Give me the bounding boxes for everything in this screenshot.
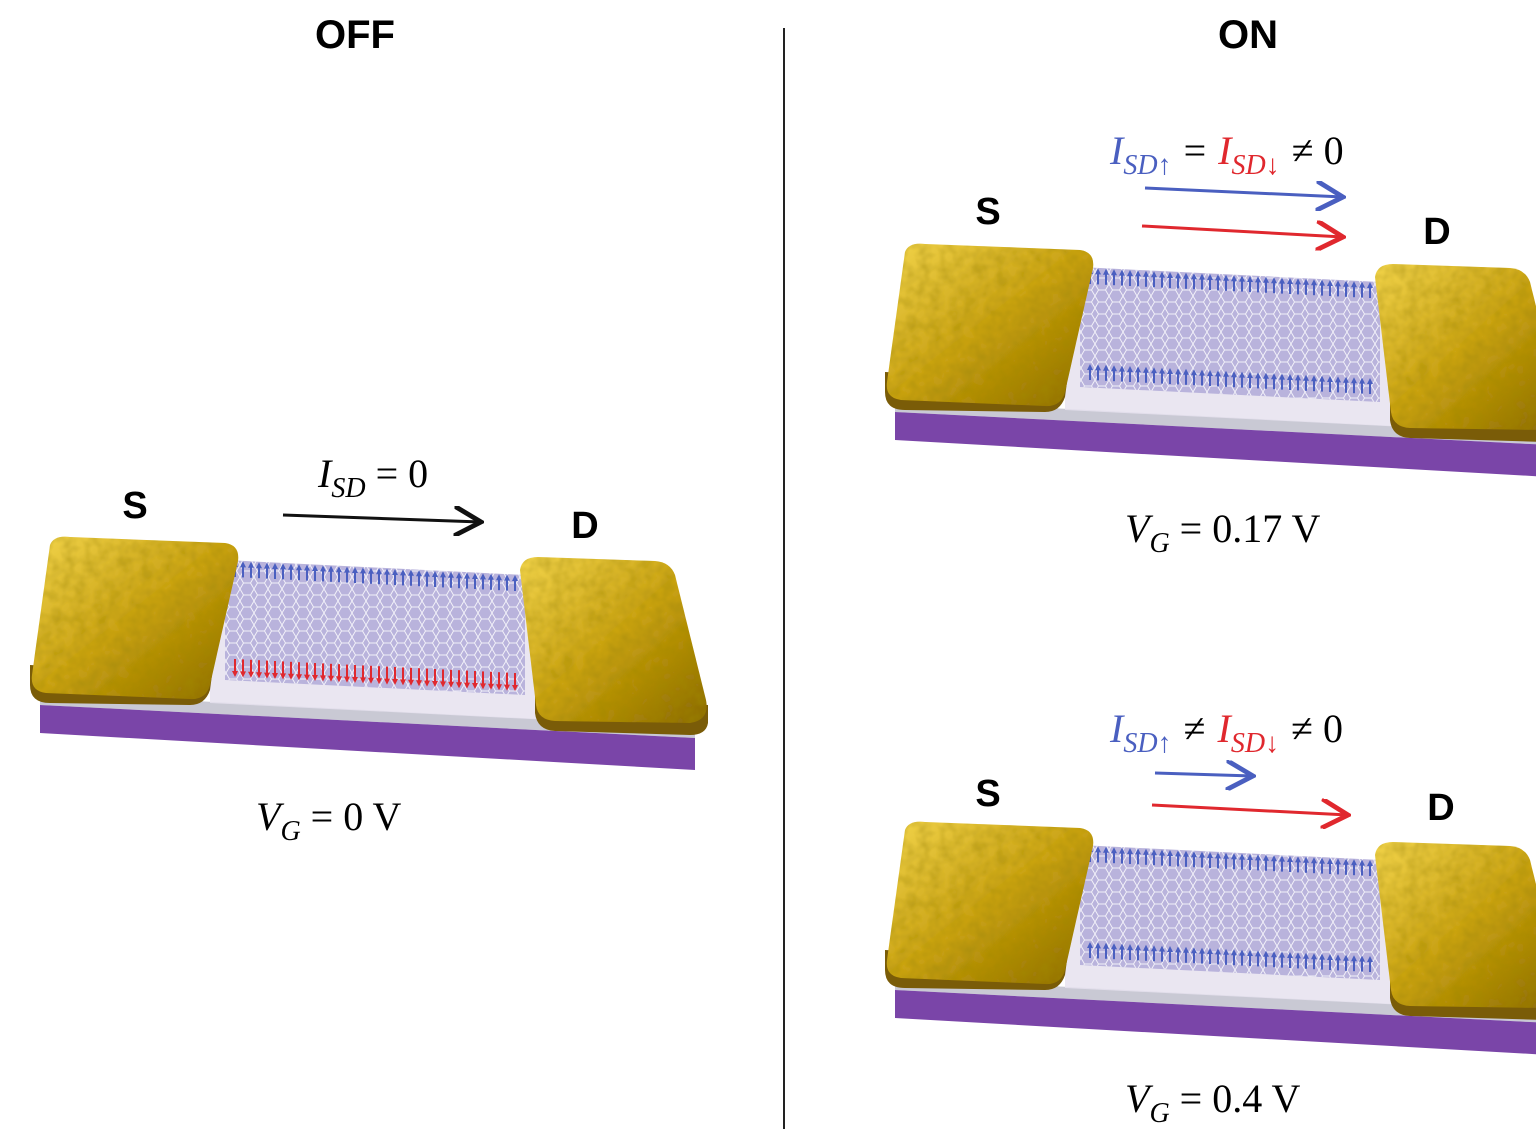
spin-down-arrow — [1142, 226, 1343, 237]
source-label: S — [122, 485, 147, 527]
device — [30, 537, 708, 770]
device — [885, 244, 1536, 477]
gate-equation: VG= 0 V — [256, 794, 402, 847]
current-equation: ISD↑=ISD↓≠ 0 — [1109, 128, 1344, 181]
drain-label: D — [1427, 787, 1454, 829]
off-title: OFF — [315, 13, 395, 57]
drain-pad — [1375, 264, 1536, 430]
source-pad — [32, 537, 238, 699]
relation: = 0.4 V — [1180, 1076, 1301, 1121]
subscript: G — [280, 816, 300, 847]
subscript: SD↑ — [1123, 150, 1171, 181]
source-pad — [887, 822, 1093, 984]
source-label: S — [975, 773, 1000, 815]
relation: = 0.17 V — [1180, 506, 1321, 551]
relation: = 0 V — [311, 794, 402, 839]
current-equation: ISD= 0 — [317, 451, 428, 504]
spin-up-arrow — [1155, 773, 1253, 776]
current-equation: ISD↑≠ISD↓≠ 0 — [1109, 706, 1343, 759]
gate-equation: VG= 0.17 V — [1125, 506, 1321, 559]
source-label: S — [975, 191, 1000, 233]
source-pad — [887, 244, 1093, 406]
subscript: SD↓ — [1231, 150, 1279, 181]
relation: ≠ — [1184, 706, 1206, 751]
subscript: G — [1149, 1098, 1169, 1129]
graphene-lattice — [225, 560, 525, 695]
drain-label: D — [571, 505, 598, 547]
subscript: SD↑ — [1123, 728, 1171, 759]
graphene-lattice — [1080, 267, 1380, 402]
current-arrow — [283, 515, 481, 522]
spin-down-arrow — [1152, 805, 1348, 815]
result: ≠ 0 — [1291, 706, 1343, 751]
drain-pad — [1375, 842, 1536, 1008]
subscript: SD — [331, 473, 365, 504]
on-title: ON — [1218, 13, 1278, 57]
drain-pad — [520, 557, 707, 723]
subscript: SD↓ — [1231, 728, 1279, 759]
graphene-lattice — [1080, 845, 1380, 980]
subscript: G — [1149, 528, 1169, 559]
drain-label: D — [1423, 211, 1450, 253]
relation: = — [1184, 128, 1207, 173]
device — [885, 822, 1536, 1055]
relation: = 0 — [376, 451, 429, 496]
spin-up-arrow — [1145, 188, 1343, 197]
diagram: OFF ON S D ISD= 0 VG= 0 V S D ISD↑=ISD↓≠… — [0, 0, 1536, 1129]
gate-equation: VG= 0.4 V — [1125, 1076, 1301, 1129]
result: ≠ 0 — [1292, 128, 1344, 173]
